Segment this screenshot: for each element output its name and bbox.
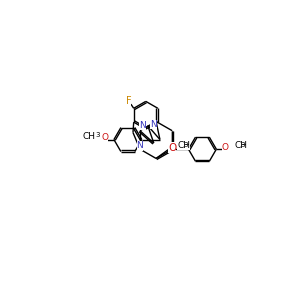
Text: O: O — [168, 142, 176, 153]
Text: CH: CH — [234, 141, 247, 150]
Text: N: N — [139, 121, 146, 130]
Text: O: O — [222, 143, 229, 152]
Text: 3: 3 — [96, 132, 100, 138]
Text: N: N — [136, 142, 143, 151]
Text: O: O — [101, 133, 108, 142]
Text: 3: 3 — [183, 142, 188, 148]
Text: 3: 3 — [240, 142, 245, 148]
Text: N: N — [150, 120, 157, 129]
Text: CH: CH — [177, 141, 190, 150]
Text: F: F — [126, 96, 131, 106]
Text: CH: CH — [82, 132, 95, 141]
